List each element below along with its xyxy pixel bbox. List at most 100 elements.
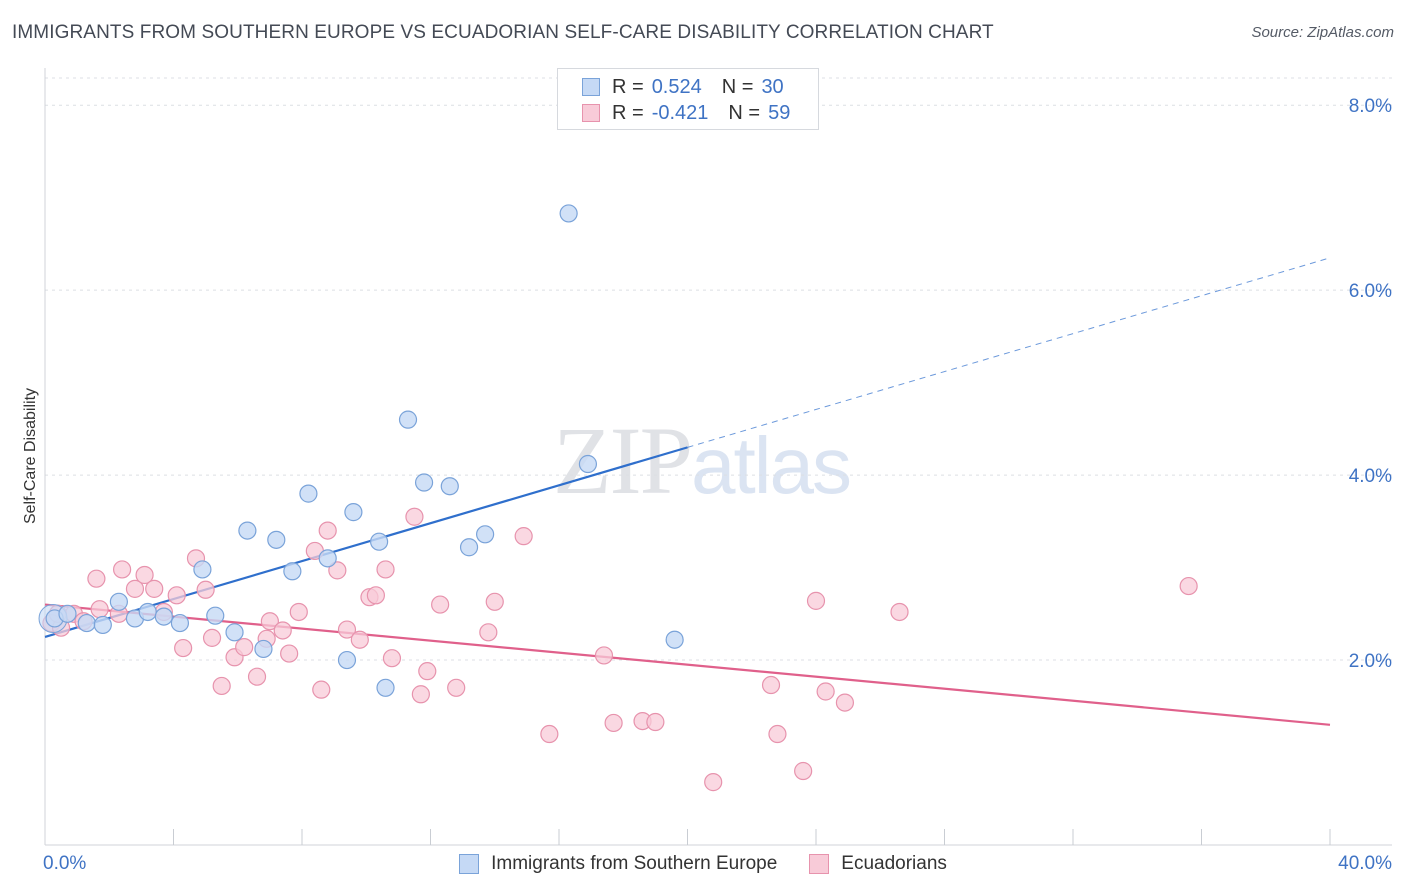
point-ecuadorians [540, 724, 559, 744]
point-ecuadorians [87, 569, 106, 588]
point-ecuadorians [247, 667, 267, 686]
point-ecuadorians [328, 561, 347, 580]
point-ecuadorians [835, 693, 855, 712]
point-immigrants [344, 503, 363, 522]
point-ecuadorians [273, 621, 292, 640]
point-ecuadorians [135, 565, 154, 585]
point-immigrants [299, 484, 318, 503]
watermark-atlas: atlas [691, 421, 852, 510]
legend-swatch-immigrants [459, 854, 480, 874]
point-ecuadorians [604, 713, 623, 733]
n-label: N = [721, 75, 754, 98]
legend-label-ecuadorians: Ecuadorians [841, 853, 947, 874]
point-ecuadorians [890, 602, 909, 622]
point-immigrants [109, 592, 128, 611]
legend-swatch-immigrants [582, 78, 600, 96]
point-ecuadorians [312, 680, 331, 699]
point-immigrants [193, 560, 212, 579]
grid-lines [45, 77, 1392, 661]
point-immigrants [370, 532, 389, 551]
r-label: R = [612, 75, 644, 98]
point-ecuadorians [431, 595, 450, 614]
point-ecuadorians [418, 662, 437, 681]
point-ecuadorians [235, 638, 254, 657]
point-ecuadorians [382, 649, 402, 668]
trend-extension-immigrants [687, 257, 1331, 448]
point-ecuadorians [485, 592, 504, 611]
point-immigrants [414, 473, 434, 492]
point-ecuadorians [174, 638, 193, 658]
point-ecuadorians [447, 678, 466, 697]
point-immigrants [77, 613, 96, 633]
point-immigrants [138, 602, 157, 622]
point-immigrants [93, 615, 112, 635]
point-ecuadorians [405, 507, 424, 526]
point-immigrants [337, 650, 357, 670]
chart-title: IMMIGRANTS FROM SOUTHERN EUROPE VS ECUAD… [12, 22, 994, 43]
n-label: N = [728, 101, 761, 124]
point-immigrants [267, 530, 286, 549]
point-ecuadorians [806, 591, 826, 610]
x-tick-label: 0.0% [43, 853, 86, 874]
point-ecuadorians [479, 623, 498, 642]
point-immigrants [376, 678, 395, 697]
x-tick-label: 40.0% [1338, 853, 1392, 874]
r-label: R = [612, 101, 644, 124]
point-ecuadorians [90, 600, 109, 619]
point-immigrants [318, 549, 337, 568]
source-label: Source: ZipAtlas.com [1251, 24, 1394, 41]
point-immigrants [459, 538, 479, 557]
point-ecuadorians [704, 773, 723, 792]
n-value: 59 [768, 101, 791, 124]
axes [44, 68, 1392, 846]
correlation-legend: R = 0.524 N = 30 R = -0.421 N = 59 [557, 68, 819, 130]
trend-line-ecuadorians [44, 603, 1331, 726]
r-value: 0.524 [651, 75, 702, 98]
legend-swatch-ecuadorians [582, 104, 600, 122]
legend-label-immigrants: Immigrants from Southern Europe [491, 853, 778, 874]
point-ecuadorians [196, 580, 215, 599]
point-ecuadorians [167, 586, 186, 605]
point-ecuadorians [514, 527, 533, 546]
y-tick-label: 6.0% [1349, 281, 1392, 302]
point-ecuadorians [202, 628, 222, 647]
point-ecuadorians [289, 602, 308, 622]
legend-row-ecuadorians: R = -0.421 N = 59 [582, 101, 790, 125]
n-value: 30 [761, 75, 784, 98]
point-immigrants [206, 606, 225, 625]
point-ecuadorians [816, 682, 835, 701]
point-ecuadorians [768, 724, 787, 744]
point-ecuadorians [280, 644, 299, 663]
point-immigrants [578, 454, 598, 474]
legend-swatch-ecuadorians [809, 854, 830, 874]
point-ecuadorians [337, 620, 357, 639]
legend-item-ecuadorians[interactable]: Ecuadorians [809, 853, 947, 875]
point-ecuadorians [761, 675, 781, 695]
point-immigrants [170, 613, 190, 633]
point-ecuadorians [350, 630, 369, 649]
point-ecuadorians [212, 676, 231, 696]
point-immigrants [440, 477, 459, 496]
y-tick-label: 4.0% [1349, 466, 1392, 487]
point-ecuadorians [1179, 576, 1198, 596]
point-immigrants [665, 630, 684, 649]
point-immigrants [254, 639, 273, 659]
point-ecuadorians [260, 612, 279, 631]
point-ecuadorians [646, 712, 665, 732]
legend-row-immigrants: R = 0.524 N = 30 [582, 75, 784, 99]
point-immigrants [283, 562, 302, 581]
tick-labels: 2.0% 4.0% 6.0% 8.0% 0.0% 40.0% [43, 96, 1392, 874]
point-immigrants [58, 604, 77, 623]
data-points [38, 204, 1198, 792]
point-ecuadorians [318, 521, 337, 540]
point-immigrants [398, 410, 418, 429]
point-immigrants [154, 607, 173, 626]
r-value: -0.421 [651, 101, 709, 124]
point-ecuadorians [376, 560, 395, 579]
point-immigrants [238, 521, 257, 540]
legend-item-immigrants[interactable]: Immigrants from Southern Europe [459, 853, 777, 875]
point-immigrants [559, 204, 578, 223]
point-ecuadorians [366, 586, 385, 605]
point-ecuadorians [594, 646, 614, 665]
